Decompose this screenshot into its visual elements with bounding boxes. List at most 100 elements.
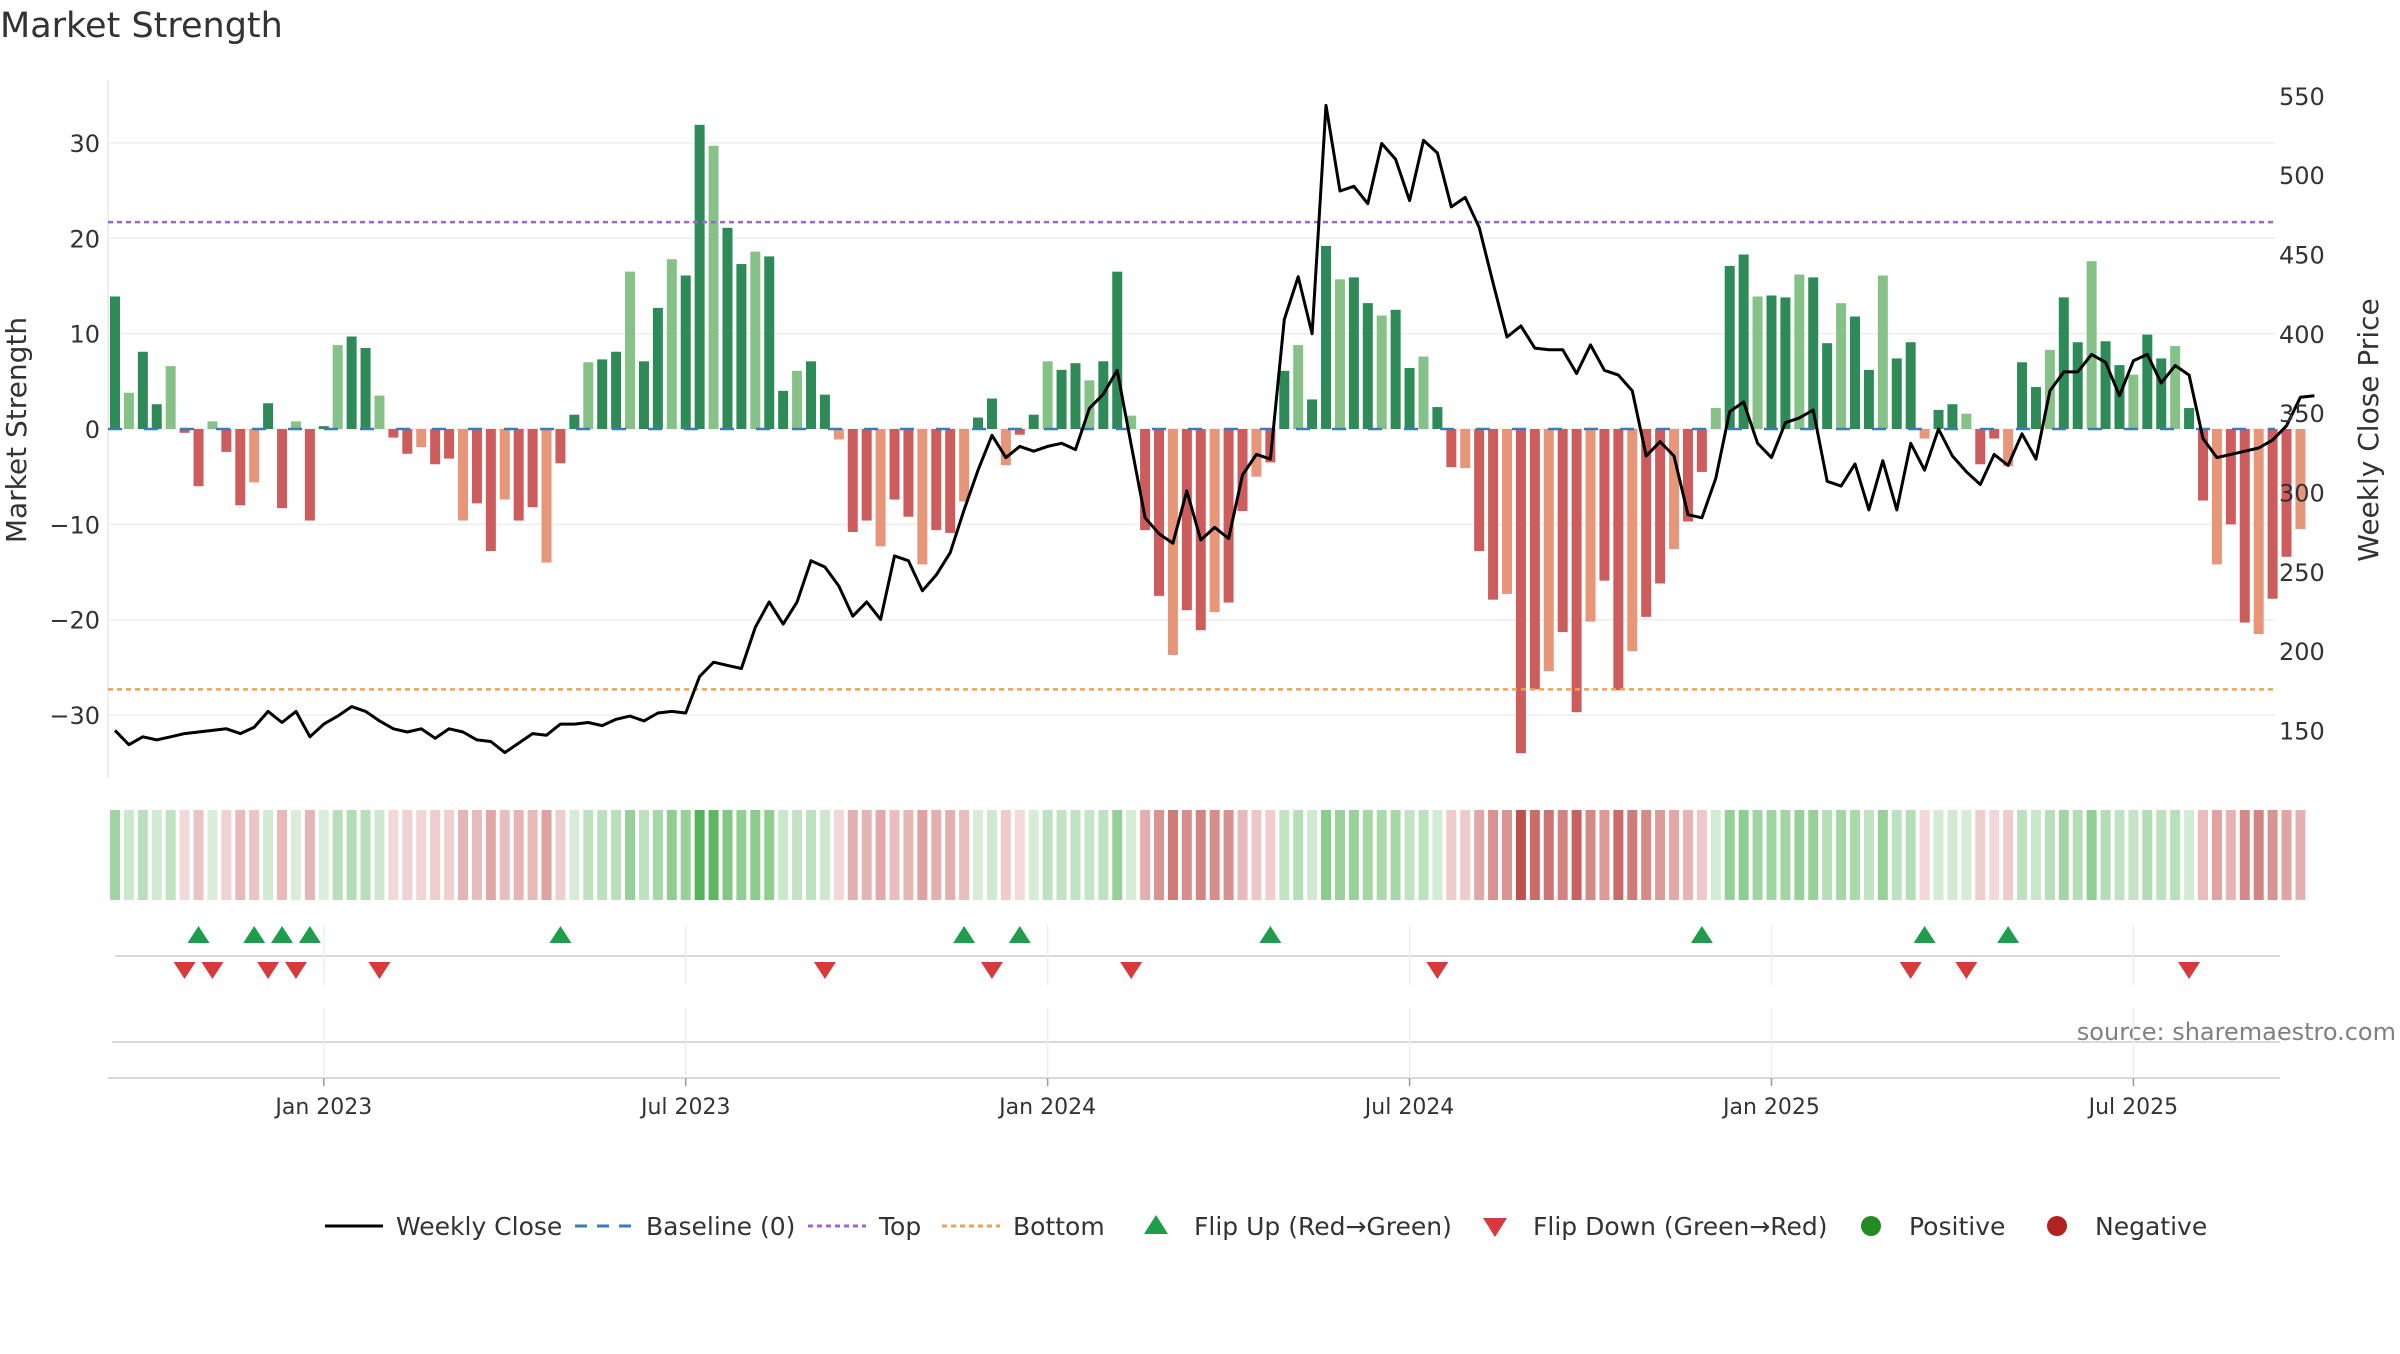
flip-up-marker (1913, 926, 1936, 943)
heat-cell (1056, 810, 1067, 900)
strength-bars (110, 124, 2306, 754)
strength-bar (1251, 429, 1262, 477)
strength-bar (1307, 399, 1318, 429)
heat-cell (638, 810, 649, 900)
heat-cell (1042, 810, 1053, 900)
heat-cell (694, 810, 705, 900)
heat-cell (1376, 810, 1387, 900)
strength-bar (304, 429, 315, 521)
heat-cell (903, 810, 914, 900)
strength-bar (2017, 362, 2028, 429)
strength-bar (1502, 429, 1512, 594)
strength-bar (2030, 387, 2041, 429)
heat-cell (708, 810, 719, 900)
heat-cell (2225, 810, 2236, 900)
heat-cell (1237, 810, 1248, 900)
heat-cell (1808, 810, 1819, 900)
legend-item: Top (808, 1212, 921, 1241)
heat-cell (2003, 810, 2014, 900)
strength-bar (1961, 413, 1972, 429)
left-axis-label: Market Strength (0, 317, 33, 543)
heat-cell (2058, 810, 2069, 900)
heat-cell (1989, 810, 2000, 900)
heat-cell (1195, 810, 1206, 900)
strength-bar (1348, 277, 1359, 429)
strength-bar (2198, 429, 2208, 501)
flip-up-marker (1259, 926, 1282, 943)
strength-bar (458, 429, 468, 521)
strength-bar (374, 395, 385, 429)
heat-cell (1126, 810, 1137, 900)
heat-cell (221, 810, 232, 900)
legend-item: Negative (2047, 1212, 2207, 1241)
flip-down-marker (1426, 962, 1449, 979)
heat-cell (1404, 810, 1415, 900)
strength-bar (1126, 415, 1137, 429)
right-axis-label: Weekly Close Price (2352, 298, 2385, 561)
strength-bar (402, 429, 413, 454)
heat-cell (555, 810, 566, 900)
left-tick-label: 20 (69, 225, 100, 253)
strength-bar (1112, 271, 1123, 429)
strength-bar (945, 429, 956, 533)
flip-down-marker (980, 962, 1003, 979)
strength-bar (1975, 429, 1986, 465)
heat-cell (806, 810, 816, 900)
strength-bar (1877, 275, 1888, 429)
right-tick-label: 450 (2279, 242, 2325, 270)
strength-bar (2003, 429, 2014, 467)
heat-cell (1460, 810, 1471, 900)
strength-bar (1014, 429, 1025, 435)
strength-bar (1724, 265, 1735, 429)
strength-bar (471, 429, 482, 504)
strength-bar (973, 417, 984, 429)
right-tick-label: 350 (2279, 400, 2325, 428)
heat-cell (485, 810, 496, 900)
strength-bar (1488, 429, 1499, 600)
strength-bar (819, 394, 830, 429)
flip-down-marker (284, 962, 307, 979)
strength-bar (1293, 345, 1304, 429)
strength-bar (1863, 369, 1874, 429)
strength-bar (1836, 303, 1847, 429)
right-tick-label: 150 (2279, 717, 2325, 745)
strength-bar (2253, 429, 2264, 635)
heat-cell (360, 810, 371, 900)
strength-bar (555, 429, 566, 464)
right-tick-label: 200 (2279, 638, 2325, 666)
strength-bar (1432, 407, 1443, 429)
strength-bar (1474, 429, 1485, 552)
legend-swatch-down (1483, 1218, 1507, 1237)
strength-bar (2211, 429, 2222, 565)
strength-bar (485, 429, 496, 552)
strength-bar (2100, 341, 2111, 429)
left-tick-label: −10 (49, 511, 100, 539)
strength-bar (625, 271, 636, 429)
heat-cell (1836, 810, 1847, 900)
left-tick-label: 10 (69, 321, 100, 349)
right-tick-label: 250 (2279, 559, 2325, 587)
strength-bar (1084, 380, 1095, 429)
right-tick-label: 300 (2279, 479, 2325, 507)
flip-markers (115, 925, 2280, 985)
weekly-close-series (113, 103, 2315, 755)
heat-cell (207, 810, 218, 900)
heat-cell (778, 810, 789, 900)
strength-bar (1404, 367, 1415, 429)
strength-bar (2086, 261, 2097, 429)
heat-cell (1362, 810, 1373, 900)
heat-cell (1488, 810, 1499, 900)
heat-cell (736, 810, 747, 900)
strength-bar (666, 259, 677, 429)
heat-cell (332, 810, 343, 900)
heat-cell (2100, 810, 2111, 900)
heat-cell (1000, 810, 1011, 900)
heat-cell (1529, 810, 1540, 900)
strength-bar (1766, 295, 1777, 429)
heat-cell (249, 810, 260, 900)
strength-bar (1641, 429, 1652, 617)
flip-down-marker (1120, 962, 1143, 979)
strength-bar (597, 359, 608, 429)
heat-cell (1975, 810, 1986, 900)
